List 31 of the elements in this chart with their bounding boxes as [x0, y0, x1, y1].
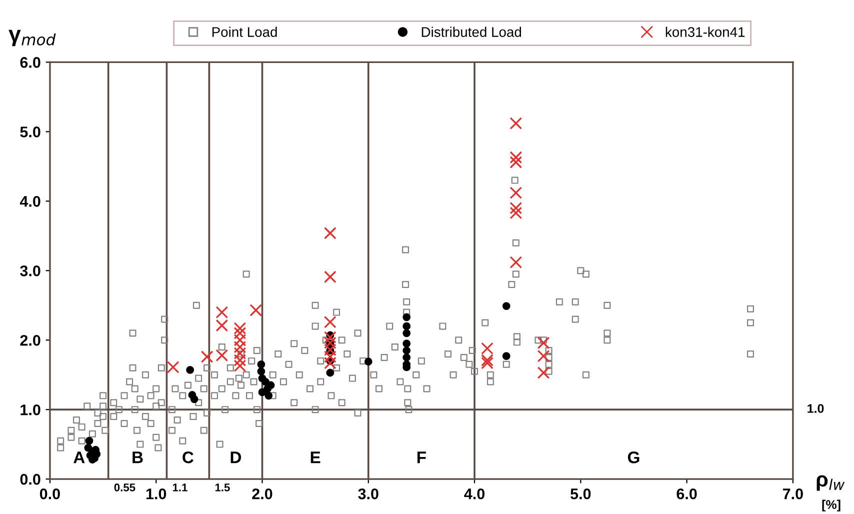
- legend-label: Distributed Load: [422, 26, 522, 37]
- y-axis-title: γ$_{mod}$: [8, 30, 56, 46]
- y-tick-label: 1.0: [20, 404, 40, 416]
- ref-line-label: 0.55: [114, 484, 136, 492]
- legend-label: Point Load: [212, 26, 277, 37]
- legend-label: kon31-kon41: [666, 26, 745, 37]
- x-tick-label: 0.0: [40, 488, 60, 500]
- y-tick-label: 0.0: [20, 474, 40, 485]
- annotation: B: [132, 452, 143, 464]
- annotation: G: [628, 451, 640, 464]
- y-tick-label: 2.0: [20, 334, 40, 346]
- y-tick-label: 5.0: [20, 126, 40, 138]
- x-axis-title: ρ$_{lw}$ [%]: [816, 475, 845, 512]
- ref-line-label: 1.0: [808, 404, 824, 413]
- x-tick-label: 7.0: [782, 488, 803, 500]
- x-tick-label: 2.0: [252, 488, 272, 500]
- y-tick-label: 4.0: [20, 196, 40, 207]
- x-tick-label: 6.0: [676, 488, 697, 500]
- x-tick-label: 1.0: [146, 488, 166, 500]
- annotation: D: [230, 452, 242, 464]
- ref-line-label: 1.1: [172, 484, 188, 492]
- x-tick-label: 5.0: [570, 488, 591, 500]
- annotation: C: [182, 451, 194, 464]
- x-tick-label: 4.0: [464, 488, 485, 500]
- y-tick-label: 3.0: [20, 265, 40, 276]
- annotation: F: [417, 452, 426, 464]
- annotation: E: [310, 452, 320, 464]
- annotation: A: [74, 452, 85, 464]
- ref-line-label: 1.5: [215, 484, 230, 492]
- y-tick-label: 6.0: [20, 57, 40, 68]
- x-tick-label: 3.0: [358, 488, 378, 500]
